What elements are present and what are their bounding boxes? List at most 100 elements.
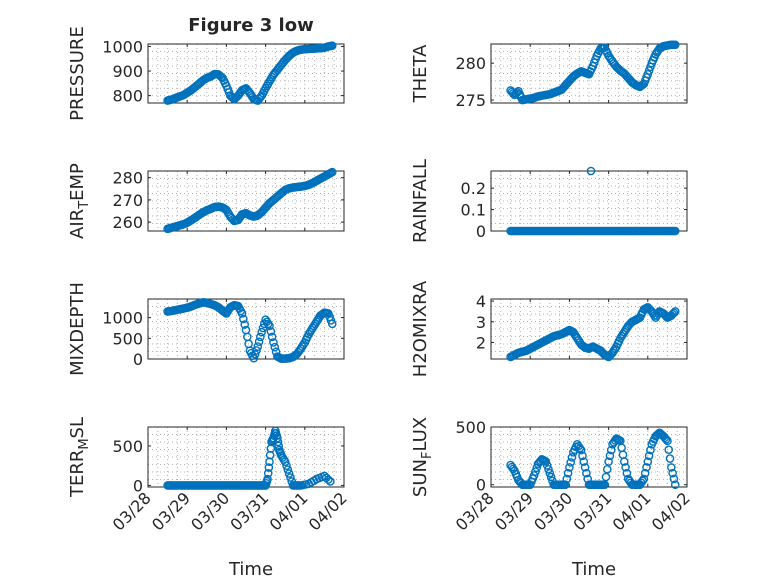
data-point: [644, 451, 654, 461]
axes-frame: [147, 170, 345, 232]
data-point: [263, 469, 273, 478]
data-point: [586, 166, 596, 176]
data-point: [256, 332, 265, 342]
data-point: [250, 350, 260, 359]
data-point: [267, 332, 277, 342]
data-point: [265, 321, 274, 331]
data-point: [228, 93, 238, 103]
y-axis-label: AIRTEMP: [67, 163, 92, 239]
data-point: [579, 457, 589, 466]
y-axis-label: PRESSURE: [67, 26, 88, 121]
axes-frame: [147, 43, 345, 104]
data-point: [605, 451, 615, 461]
data-point: [670, 307, 680, 316]
data-point: [274, 441, 283, 451]
x-axis-label-right: Time: [571, 559, 616, 580]
data-point: [249, 353, 259, 363]
data-point: [563, 468, 573, 478]
axes-frame: [147, 298, 345, 360]
x-tick-label: 03/30: [530, 488, 576, 534]
data-point: [254, 337, 264, 347]
x-tick-label: 03/29: [491, 488, 537, 534]
x-tick-label: 03/30: [187, 488, 233, 534]
data-point: [622, 468, 632, 478]
data-point: [561, 480, 570, 489]
data-point: [542, 461, 552, 470]
y-tick-label: 275: [455, 91, 486, 110]
data-point: [567, 453, 577, 462]
y-axis-label: MIXDEPTH: [67, 282, 88, 376]
data-point: [270, 342, 280, 352]
y-axis-label: TERRMSL: [67, 417, 92, 498]
data-point: [643, 69, 653, 79]
panel-rainfall: 0 0.1 0.2 RAINFALL: [410, 159, 688, 243]
data-point: [606, 445, 616, 455]
data-point: [273, 433, 282, 443]
data-point: [575, 443, 585, 453]
data-point: [566, 458, 576, 467]
data-point: [580, 463, 590, 472]
y-tick-label: 4: [476, 292, 486, 311]
data-point: [508, 464, 518, 474]
y-tick-label: 1000: [102, 309, 143, 328]
data-point: [565, 463, 574, 472]
data-point: [621, 463, 630, 472]
data-point: [257, 327, 266, 337]
y-tick-label: 0: [476, 476, 486, 495]
data-point: [668, 468, 677, 478]
data-point: [263, 474, 272, 484]
y-axis-label: H2OMIXRA: [410, 280, 431, 377]
data-point: [643, 457, 653, 466]
data-point: [264, 463, 274, 472]
y-tick-label: 500: [112, 329, 143, 348]
figure-title: Figure 3 low: [188, 15, 313, 36]
data-point: [286, 473, 295, 482]
y-axis-label: RAINFALL: [410, 159, 431, 243]
panel-air_temp: 260 270 280 AIRTEMP: [67, 163, 345, 239]
y-axis-label: SUNFLUX: [410, 417, 435, 497]
axes-frame: [490, 43, 688, 104]
data-point: [240, 320, 249, 329]
data-point: [325, 477, 335, 486]
data-point: [601, 472, 611, 482]
x-tick-label: 03/31: [569, 488, 615, 534]
data-point: [668, 309, 677, 319]
data-point: [638, 476, 647, 486]
data-point: [327, 167, 337, 177]
y-tick-label: 270: [112, 191, 143, 210]
data-point: [667, 463, 676, 472]
data-point: [327, 319, 337, 329]
y-tick-label: 3: [476, 313, 486, 332]
data-point: [670, 40, 680, 50]
data-point: [670, 226, 680, 236]
data-point: [546, 472, 556, 482]
data-point: [284, 469, 294, 478]
y-tick-label: 0.1: [461, 201, 486, 220]
panel-theta: 275 280 THETA: [410, 40, 688, 110]
y-tick-label: 280: [112, 169, 143, 188]
y-tick-label: 900: [112, 62, 143, 81]
x-tick-label: 03/28: [109, 488, 155, 534]
axes-frame: [490, 298, 688, 360]
y-tick-label: 0: [476, 222, 486, 241]
y-tick-label: 800: [112, 87, 143, 106]
panel-h2omixra: 23 4 H2OMIXRA: [410, 280, 688, 377]
data-point: [582, 468, 591, 478]
y-tick-label: 0.2: [461, 179, 486, 198]
data-point: [531, 467, 540, 476]
data-point: [545, 468, 555, 478]
y-tick-label: 280: [455, 54, 486, 73]
x-tick-label: 04/01: [266, 488, 312, 534]
data-point: [663, 436, 672, 446]
data-point: [239, 314, 248, 324]
data-point: [618, 450, 628, 459]
y-tick-label: 260: [112, 213, 143, 232]
x-tick-label: 04/02: [305, 488, 351, 534]
data-point: [266, 327, 276, 336]
x-tick-label: 03/29: [148, 488, 194, 534]
data-point: [327, 41, 337, 51]
data-point: [619, 457, 629, 466]
